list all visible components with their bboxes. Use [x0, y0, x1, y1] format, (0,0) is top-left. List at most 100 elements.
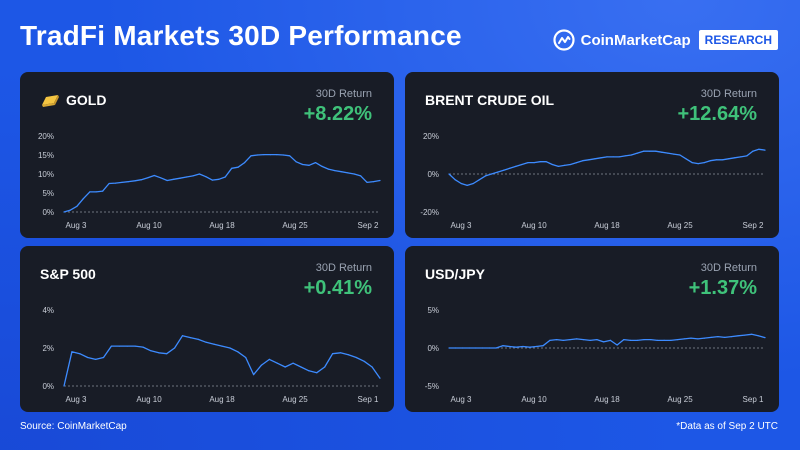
brent-data-point: [484, 175, 487, 177]
brent-data-point: [545, 161, 547, 163]
sp500-data-point: [158, 352, 160, 354]
gold-data-point: [192, 175, 194, 177]
gold-data-point: [108, 182, 110, 185]
usdjpy-data-point: [468, 347, 470, 349]
gold-data-point: [121, 181, 123, 183]
gold-y-tick-label: 15%: [38, 151, 54, 160]
brent-data-point: [563, 164, 566, 166]
usdjpy-data-point: [455, 347, 457, 349]
usdjpy-data-point: [502, 345, 504, 347]
usdjpy-data-point: [576, 338, 578, 340]
gold-bar-icon: [42, 95, 59, 107]
brent-data-point: [600, 157, 602, 159]
usdjpy-title-text: USD/JPY: [425, 266, 485, 282]
sp500-data-point: [197, 338, 199, 340]
brent-data-point: [758, 148, 760, 150]
brent-data-point: [667, 152, 669, 154]
brent-x-tick-label: Aug 18: [594, 221, 620, 230]
gold-data-point: [289, 155, 291, 157]
gold-data-point: [314, 162, 317, 164]
usdjpy-chart: 5% 0% -5% Aug 3 Aug 10 Aug 18 Aug 25 Sep 1: [425, 306, 766, 404]
usdjpy-data-point: [744, 334, 746, 336]
brent-data-point: [612, 156, 614, 158]
usdjpy-x-tick-label: Aug 25: [667, 395, 693, 404]
gold-data-point: [321, 165, 323, 167]
gold-x-tick-label: Aug 3: [66, 221, 87, 230]
brent-data-point: [606, 156, 608, 158]
gold-title-text: GOLD: [66, 92, 107, 108]
brand-header: CoinMarketCap RESEARCH: [553, 29, 778, 51]
sp500-y-tick-label: 4%: [42, 306, 54, 315]
gold-data-point: [353, 173, 355, 175]
gold-data-point: [340, 171, 342, 173]
usdjpy-data-point: [710, 336, 712, 338]
gold-data-point: [95, 191, 97, 193]
sp500-data-point: [379, 377, 381, 379]
usdjpy-data-point: [629, 339, 632, 341]
usdjpy-data-point: [656, 339, 658, 341]
gold-data-point: [366, 181, 368, 183]
sp500-data-point: [316, 372, 318, 374]
brent-title-text: BRENT CRUDE OIL: [425, 92, 555, 108]
gold-return-label: 30D Return: [315, 88, 372, 100]
brent-data-point: [661, 151, 663, 153]
sp500-data-point: [292, 362, 294, 364]
brent-data-point: [582, 160, 584, 162]
gold-data-point: [250, 155, 252, 157]
usdjpy-data-point: [677, 339, 679, 341]
brent-data-point: [691, 162, 693, 164]
sp500-data-point: [95, 358, 97, 360]
gold-data-point: [102, 190, 104, 192]
usdjpy-data-point: [737, 335, 739, 337]
brent-data-point: [472, 182, 474, 185]
usdjpy-return-value: +1.37%: [688, 277, 757, 299]
usdjpy-card: USD/JPY 30D Return +1.37% 5% 0% -5% Aug 3 Au…: [405, 246, 779, 412]
usdjpy-data-point: [697, 338, 699, 340]
gold-data-point: [244, 162, 246, 164]
brent-data-point: [703, 162, 705, 164]
sp500-y-tick-label: 2%: [42, 344, 54, 353]
gold-data-point: [224, 176, 226, 178]
usdjpy-x-tick-label: Aug 3: [451, 395, 472, 404]
usdjpy-data-point: [609, 339, 611, 341]
brent-data-point: [734, 157, 736, 159]
gold-y-tick-label: 0%: [42, 208, 54, 217]
gold-data-point: [347, 172, 349, 174]
brent-data-point: [551, 163, 553, 166]
brent-data-point: [746, 155, 748, 157]
page-title: TradFi Markets 30D Performance: [20, 20, 462, 51]
gold-data-point: [302, 163, 304, 166]
brent-data-point: [752, 150, 754, 152]
brent-data-point: [460, 182, 462, 185]
sp500-chart: 4% 2% 0% Aug 3 Aug 10 Aug 18 Aug 25 Sep 1: [42, 306, 381, 404]
sp500-data-point: [189, 337, 191, 339]
sp500-data-point: [221, 345, 223, 347]
sp500-data-point: [71, 351, 73, 353]
usdjpy-data-point: [764, 337, 766, 339]
usdjpy-data-point: [724, 336, 726, 338]
usdjpy-data-point: [529, 346, 531, 348]
gold-data-point: [256, 154, 259, 156]
sp500-data-point: [284, 366, 286, 368]
sp500-series-line: [63, 335, 381, 387]
source-note: Source: CoinMarketCap: [20, 421, 127, 432]
usdjpy-data-point: [757, 335, 759, 337]
usdjpy-data-point: [596, 339, 598, 341]
sp500-x-tick-label: Aug 18: [209, 395, 235, 404]
brent-data-point: [497, 171, 499, 173]
brent-data-point: [624, 155, 626, 157]
gold-x-tick-label: Aug 18: [209, 221, 235, 230]
brent-data-point: [740, 156, 742, 158]
brent-data-point: [509, 167, 511, 169]
usdjpy-data-point: [623, 339, 625, 341]
gold-data-point: [327, 168, 329, 170]
sp500-data-point: [174, 347, 176, 349]
gold-data-point: [282, 154, 284, 156]
gold-y-tick-label: 10%: [38, 170, 54, 179]
sp500-title-text: S&P 500: [40, 266, 96, 282]
gold-data-point: [89, 191, 91, 193]
usdjpy-data-point: [475, 347, 477, 349]
brent-data-point: [569, 163, 572, 166]
brent-return-label: 30D Return: [700, 88, 757, 100]
brent-data-point: [679, 154, 681, 156]
